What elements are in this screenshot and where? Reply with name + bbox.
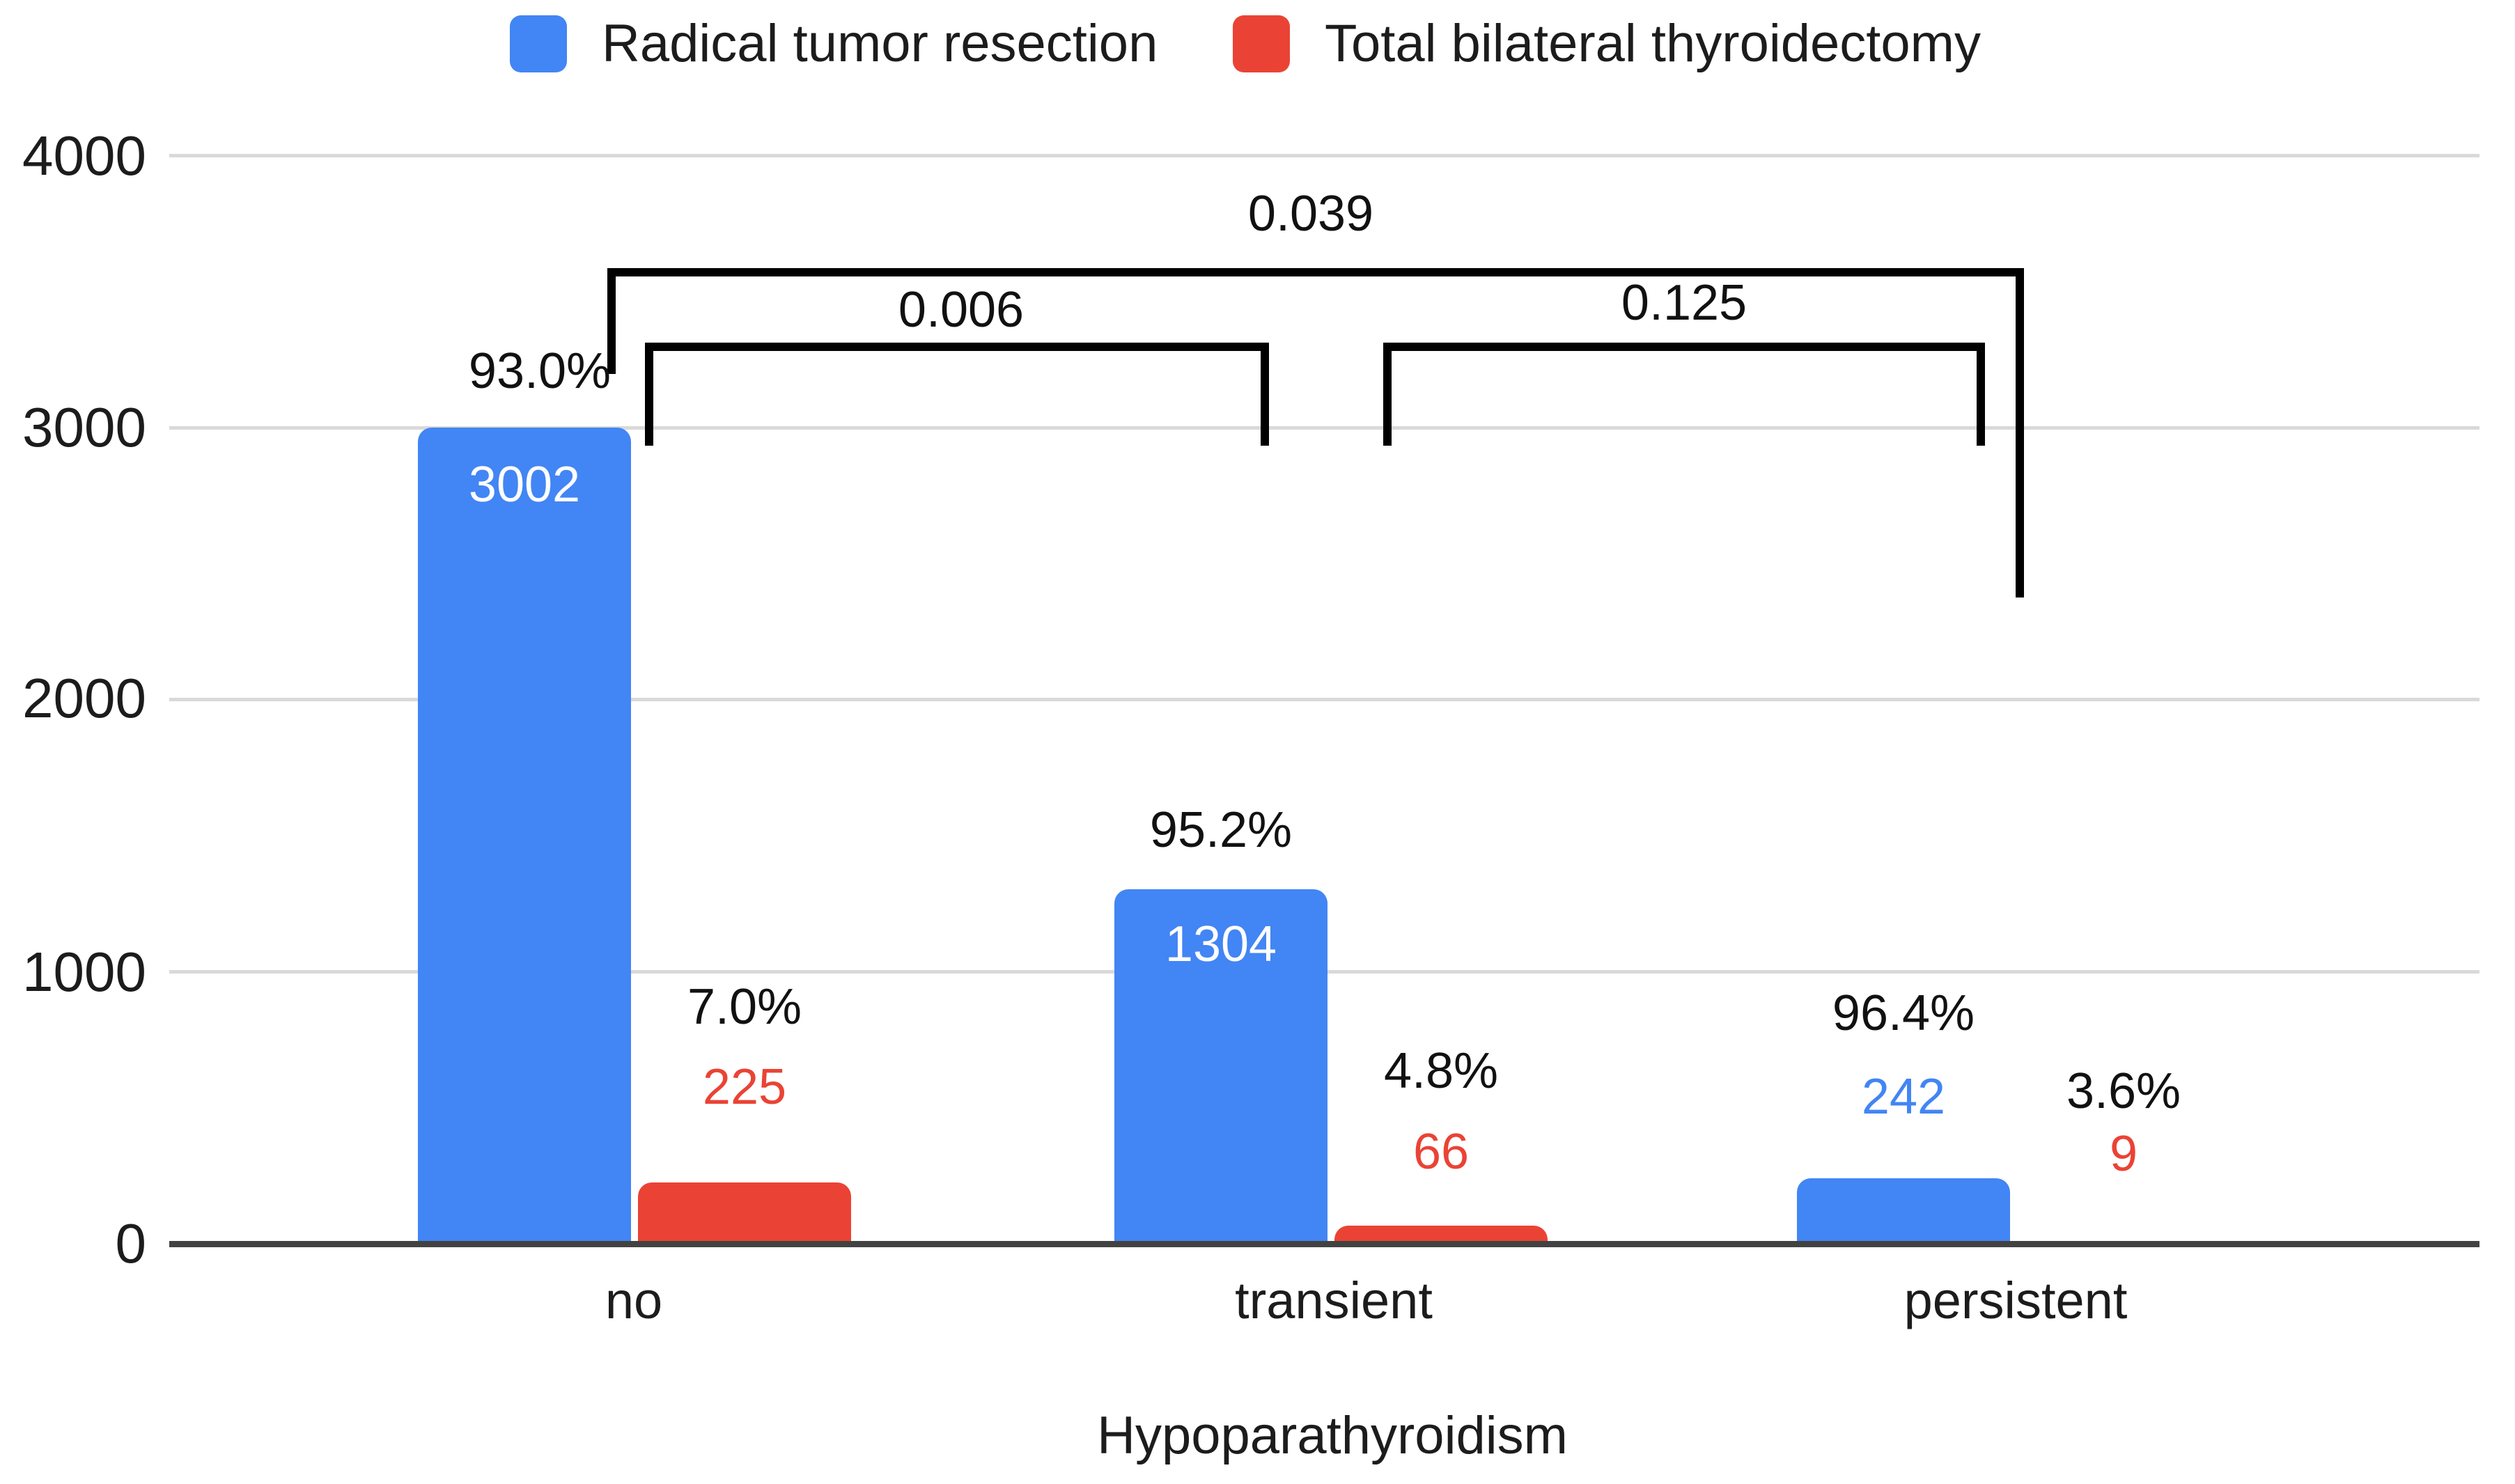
significance-bracket-line (607, 268, 616, 374)
bar-radical-no (418, 427, 631, 1247)
bar-radical-persistent (1797, 1178, 2010, 1247)
percent-label: 4.8% (1383, 1043, 1499, 1099)
gridline-3000 (169, 426, 2479, 430)
bar-value-label: 1304 (1165, 916, 1277, 972)
bar-radical-transient (1114, 889, 1327, 1247)
significance-bracket-line (645, 343, 1269, 351)
x-axis-title: Hypoparathyroidism (1097, 1406, 1568, 1465)
y-axis-tick-3000: 3000 (22, 396, 146, 458)
p-value-label: 0.125 (1621, 275, 1747, 331)
gridline-2000 (169, 698, 2479, 701)
legend-label: Radical tumor resection (602, 14, 1158, 73)
significance-bracket-line (1383, 343, 1985, 351)
x-axis-label-transient: transient (1235, 1272, 1433, 1329)
bar-value-label: 242 (1861, 1069, 1946, 1125)
significance-bracket-line (1383, 343, 1392, 446)
y-axis-tick-0: 0 (115, 1212, 147, 1274)
percent-label: 93.0% (468, 343, 612, 399)
legend-swatch-blue (510, 15, 567, 72)
significance-bracket-line (1261, 343, 1269, 446)
y-axis-tick-4000: 4000 (22, 125, 146, 187)
bar-thyroidectomy-no (638, 1182, 851, 1247)
percent-label: 7.0% (687, 979, 802, 1035)
significance-bracket-line (645, 343, 653, 446)
gridline-4000 (169, 154, 2479, 157)
y-axis-tick-1000: 1000 (22, 941, 146, 1003)
legend-swatch-red (1233, 15, 1290, 72)
percent-label: 3.6% (2066, 1063, 2181, 1119)
legend-label: Total bilateral thyroidectomy (1325, 14, 1981, 73)
x-axis-line (169, 1241, 2479, 1247)
p-value-label: 0.006 (898, 282, 1025, 338)
x-axis-label-persistent: persistent (1903, 1272, 2128, 1329)
significance-bracket-line (1977, 343, 1985, 446)
bar-value-label: 9 (2109, 1126, 2138, 1182)
significance-bracket-line (2016, 268, 2024, 597)
bar-value-label: 225 (702, 1059, 787, 1115)
y-axis-tick-2000: 2000 (22, 667, 146, 729)
bar-value-label: 66 (1412, 1124, 1470, 1180)
significance-bracket-line (607, 268, 2024, 276)
percent-label: 96.4% (1832, 985, 1975, 1041)
bar-value-label: 3002 (468, 457, 581, 513)
legend-item-radical-tumor-resection: Radical tumor resection (510, 14, 1158, 74)
x-axis-label-no: no (605, 1272, 663, 1329)
legend-item-total-bilateral-thyroidectomy: Total bilateral thyroidectomy (1233, 14, 1981, 74)
p-value-label: 0.039 (1247, 186, 1374, 242)
percent-label: 95.2% (1149, 802, 1293, 858)
